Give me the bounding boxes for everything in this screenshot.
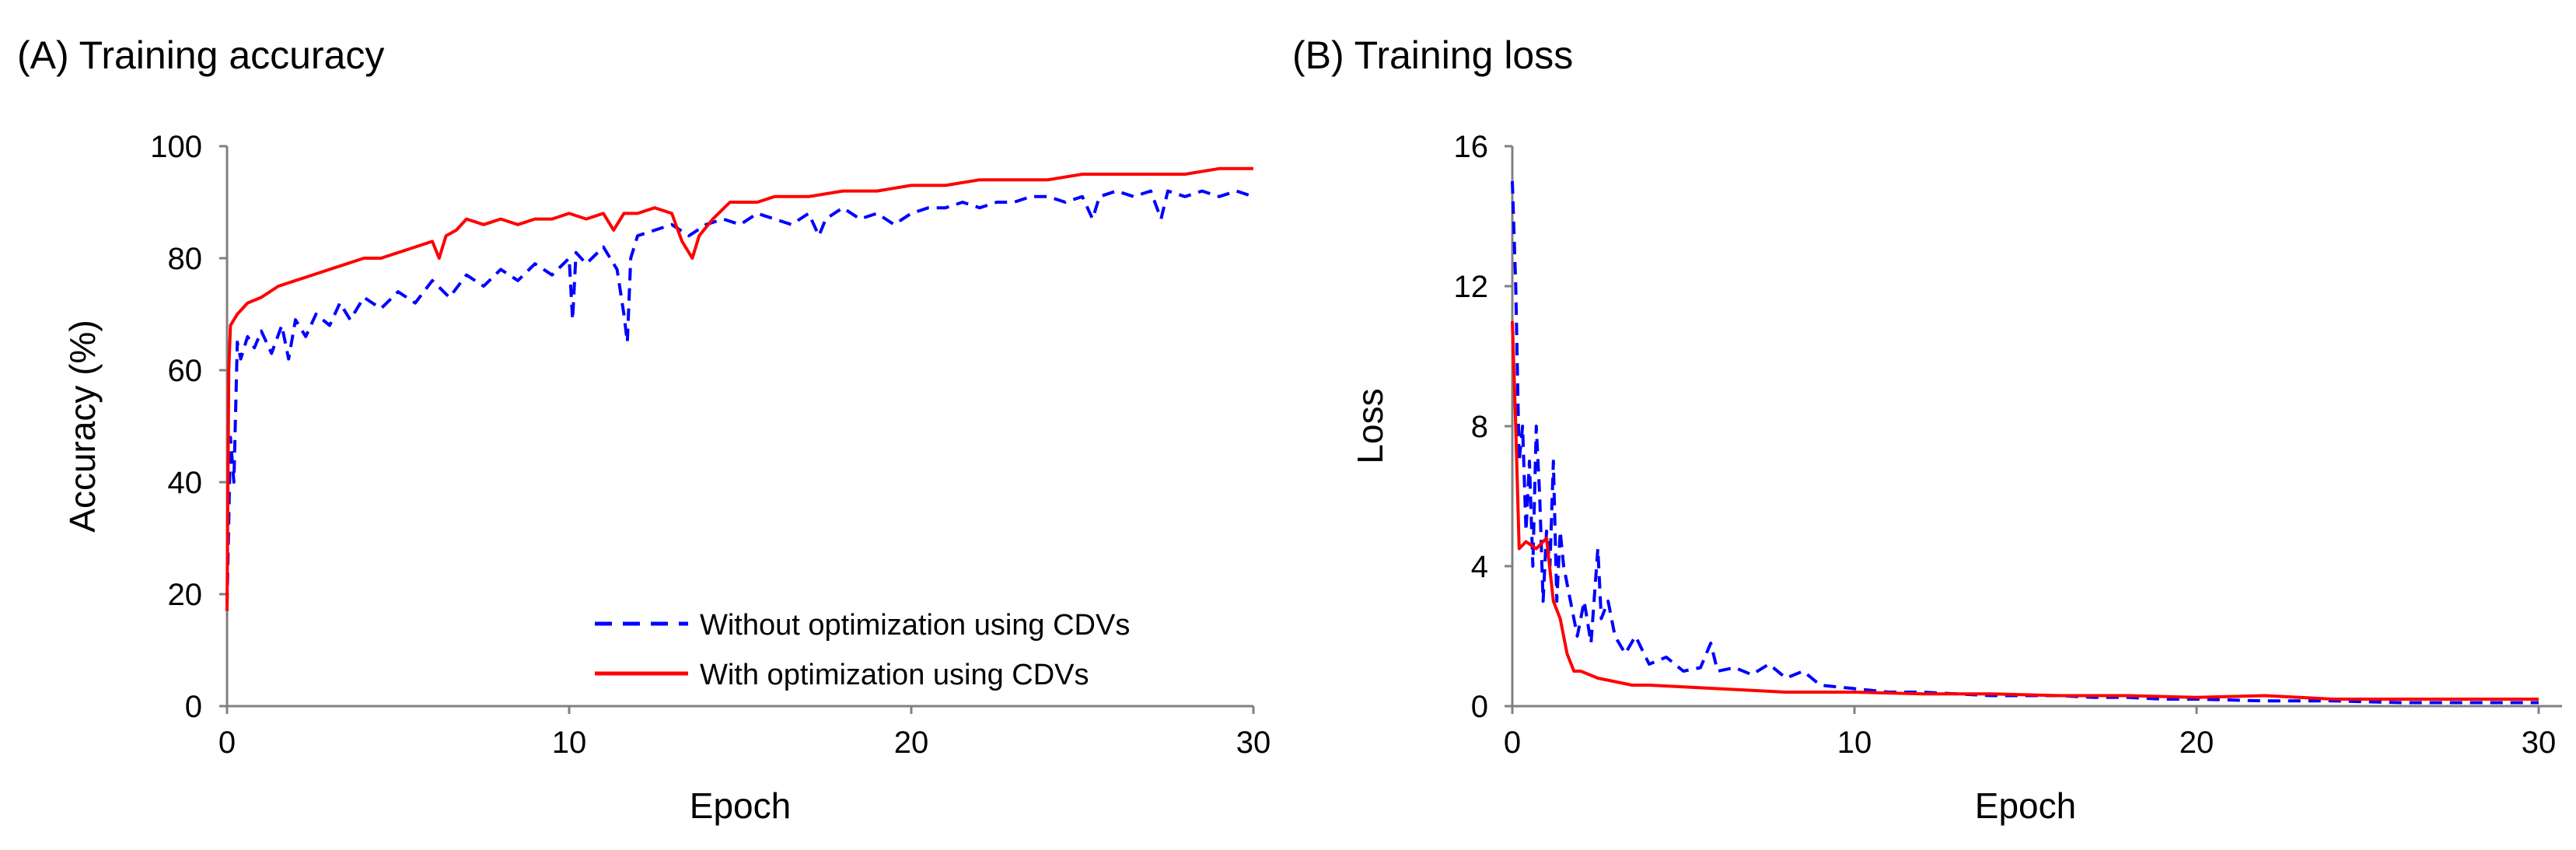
panel-b-y-tick-label: 4 — [1471, 550, 1488, 584]
panel-a-x-tick-labels: 0 10 20 30 — [218, 726, 1271, 760]
panel-a-x-tick-label: 20 — [894, 726, 929, 760]
panel-a-y-axis-title: Accuracy (%) — [62, 320, 103, 532]
panel-a-y-tick-label: 80 — [168, 242, 203, 276]
panel-a-y-tick-label: 20 — [168, 578, 203, 612]
panel-b-x-tick-label: 30 — [2522, 726, 2557, 760]
panel-b-series-with-optimization — [1511, 320, 2539, 701]
panel-b-x-tick-label: 0 — [1504, 726, 1521, 760]
panel-b-title: (B) Training loss — [1292, 33, 1573, 77]
panel-a-y-tick-label: 60 — [168, 354, 203, 388]
panel-a-series-with-optimization — [225, 166, 1253, 611]
panel-a-training-accuracy: (A) Training accuracy — [17, 33, 1271, 826]
panel-b-series-without-optimization — [1511, 180, 2539, 705]
panel-b-y-axis-title: Loss — [1350, 388, 1390, 463]
panel-b-y-tick-label: 8 — [1471, 410, 1488, 444]
panel-a-y-tick-label: 0 — [185, 690, 202, 724]
panel-a-x-tick-label: 0 — [218, 726, 236, 760]
panel-a-title: (A) Training accuracy — [17, 33, 384, 77]
panel-a-x-tick-label: 30 — [1236, 726, 1271, 760]
panel-b-x-tick-marks — [1511, 706, 2540, 714]
panel-b-x-tick-label: 10 — [1837, 726, 1872, 760]
panel-a-x-tick-marks — [225, 706, 1255, 714]
panel-a-x-axis-title: Epoch — [690, 785, 791, 826]
panel-a-y-tick-label: 40 — [168, 466, 203, 500]
legend-label-without-optimization: Without optimization using CDVs — [700, 609, 1130, 642]
panel-b-x-tick-label: 20 — [2179, 726, 2214, 760]
panel-a-series-without-optimization — [225, 189, 1254, 606]
panel-b-training-loss: (B) Training loss 16 12 8 4 — [1292, 33, 2562, 826]
panel-a-x-tick-label: 10 — [552, 726, 587, 760]
legend-label-with-optimization: With optimization using CDVs — [700, 659, 1089, 691]
panel-b-y-tick-label: 12 — [1454, 270, 1489, 304]
panel-a-y-tick-labels: 100 80 60 40 20 0 — [150, 130, 202, 724]
panel-b-y-tick-label: 0 — [1471, 690, 1488, 724]
panel-b-y-tick-label: 16 — [1454, 130, 1489, 164]
legend: Without optimization using CDVs With opt… — [595, 609, 1130, 691]
panel-a-y-tick-label: 100 — [150, 130, 202, 164]
panel-b-y-tick-labels: 16 12 8 4 0 — [1454, 130, 1489, 724]
panel-a-y-tick-marks — [219, 145, 227, 708]
panel-b-y-tick-marks — [1505, 145, 1512, 708]
panel-b-x-tick-labels: 0 10 20 30 — [1504, 726, 2556, 760]
panel-b-x-axis-title: Epoch — [1975, 785, 2076, 826]
